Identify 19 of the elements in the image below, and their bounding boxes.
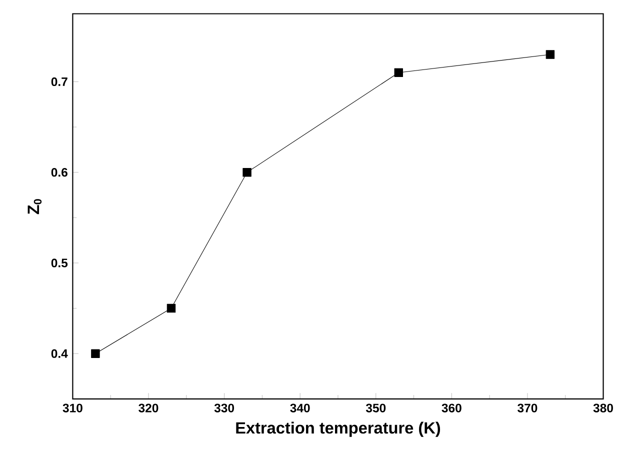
x-tick-label: 310 [62,404,82,412]
y-tick-label: 0.7 [51,77,68,86]
x-tick-label: 340 [290,404,310,412]
x-tick-label: 330 [214,404,234,412]
point [166,304,176,313]
x-tick-label: 320 [138,404,158,412]
x-tick-label: 360 [442,404,462,412]
point [91,349,100,358]
x-tick-label: 380 [593,404,613,412]
point [242,168,252,177]
x-tick-label: 350 [366,404,386,412]
y-tick-label: 0.4 [51,349,68,358]
x-tick-label: 370 [518,404,538,412]
y-axis-title: Z$_{0}$ [28,199,42,214]
point [394,68,403,78]
y-tick-label: 0.6 [51,168,68,177]
point [546,50,555,59]
x-axis-title: Extraction temperature (K) [236,422,440,437]
y-tick-label: 0.5 [51,258,68,268]
